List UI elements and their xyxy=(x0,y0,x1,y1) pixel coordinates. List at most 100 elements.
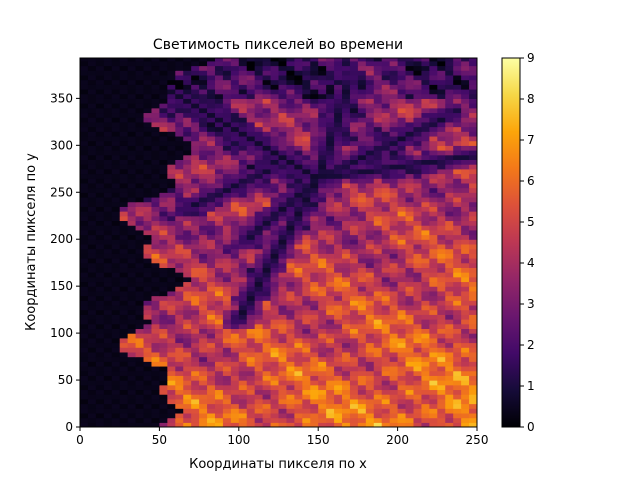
heatmap-cell xyxy=(413,351,423,358)
heatmap-cell xyxy=(429,211,438,217)
heatmap-cell xyxy=(80,168,89,175)
heatmap-cell xyxy=(453,103,462,109)
heatmap-cell xyxy=(143,103,153,109)
heatmap-cell xyxy=(421,403,430,409)
heatmap-cell xyxy=(342,126,351,132)
heatmap-cell xyxy=(167,403,176,409)
heatmap-cell xyxy=(183,60,192,67)
heatmap-cell xyxy=(80,196,89,203)
heatmap-cell xyxy=(95,135,105,142)
heatmap-cell xyxy=(373,380,383,386)
heatmap-cell xyxy=(80,347,89,353)
heatmap-cell xyxy=(246,74,256,81)
heatmap-cell xyxy=(389,253,399,259)
heatmap-cell xyxy=(246,361,256,367)
heatmap-cell xyxy=(397,131,407,137)
heatmap-cell xyxy=(421,93,430,99)
heatmap-cell xyxy=(437,70,446,76)
heatmap-cell xyxy=(103,304,113,311)
heatmap-cell xyxy=(469,150,477,156)
heatmap-cell xyxy=(238,150,248,156)
heatmap-cell xyxy=(199,267,208,273)
heatmap-cell xyxy=(397,103,407,109)
heatmap-cell xyxy=(310,248,319,254)
heatmap-cell xyxy=(159,192,168,198)
heatmap-cell xyxy=(151,356,160,362)
heatmap-cell xyxy=(175,220,184,226)
heatmap-cell xyxy=(159,150,168,156)
heatmap-cell xyxy=(191,187,200,193)
heatmap-cell xyxy=(95,93,105,99)
heatmap-cell xyxy=(87,309,97,315)
heatmap-cell xyxy=(286,281,295,287)
heatmap-cell xyxy=(254,220,264,226)
heatmap-cell xyxy=(183,253,192,259)
heatmap-cell xyxy=(453,154,462,160)
heatmap-cell xyxy=(461,196,470,203)
heatmap-cell xyxy=(397,84,407,90)
heatmap-cell xyxy=(310,239,319,245)
heatmap-cell xyxy=(95,300,105,306)
heatmap-cell xyxy=(318,323,327,330)
heatmap-cell xyxy=(381,295,391,301)
heatmap-cell xyxy=(381,276,391,283)
heatmap-cell xyxy=(453,253,462,259)
heatmap-cell xyxy=(294,126,303,132)
heatmap-cell xyxy=(262,154,272,160)
heatmap-cell xyxy=(199,342,208,348)
heatmap-cell xyxy=(103,394,113,400)
heatmap-cell xyxy=(421,365,430,372)
heatmap-cell xyxy=(159,398,168,405)
heatmap-cell xyxy=(151,267,160,273)
heatmap-cell xyxy=(222,196,232,203)
heatmap-cell xyxy=(246,272,256,278)
heatmap-cell xyxy=(230,182,240,189)
heatmap-cell xyxy=(127,168,137,175)
heatmap-cell xyxy=(222,347,232,353)
heatmap-cell xyxy=(207,384,216,391)
heatmap-cell xyxy=(262,107,272,114)
heatmap-cell xyxy=(373,164,383,170)
heatmap-cell xyxy=(405,229,415,236)
heatmap-cell xyxy=(167,408,176,414)
heatmap-cell xyxy=(262,150,272,156)
heatmap-cell xyxy=(175,272,184,278)
heatmap-cell xyxy=(191,398,200,405)
heatmap-cell xyxy=(222,380,232,386)
heatmap-cell xyxy=(183,333,192,339)
heatmap-cell xyxy=(318,422,327,427)
heatmap-cell xyxy=(95,243,105,250)
heatmap-cell xyxy=(175,168,184,175)
heatmap-cell xyxy=(111,309,121,315)
heatmap-cell xyxy=(87,272,97,278)
heatmap-cell xyxy=(469,79,477,85)
heatmap-cell xyxy=(318,257,327,264)
heatmap-cell xyxy=(405,319,415,325)
heatmap-cell xyxy=(183,422,192,427)
heatmap-cell xyxy=(183,196,192,203)
heatmap-cell xyxy=(199,262,208,268)
heatmap-cell xyxy=(429,154,438,160)
heatmap-cell xyxy=(310,60,319,67)
heatmap-cell xyxy=(381,286,391,292)
heatmap-cell xyxy=(199,126,208,132)
heatmap-cell xyxy=(80,300,89,306)
heatmap-cell xyxy=(405,300,415,306)
heatmap-cell xyxy=(302,220,311,226)
heatmap-cell xyxy=(214,84,224,90)
heatmap-cell xyxy=(286,112,295,118)
heatmap-cell xyxy=(278,408,288,414)
heatmap-cell xyxy=(421,168,430,175)
heatmap-cell xyxy=(445,398,454,405)
heatmap-cell xyxy=(230,84,240,90)
heatmap-cell xyxy=(294,304,303,311)
heatmap-cell xyxy=(143,398,153,405)
heatmap-cell xyxy=(175,286,184,292)
heatmap-cell xyxy=(103,248,113,254)
heatmap-cell xyxy=(254,290,264,297)
heatmap-cell xyxy=(405,187,415,193)
heatmap-cell xyxy=(199,408,208,414)
heatmap-cell xyxy=(437,135,446,142)
heatmap-cell xyxy=(278,347,288,353)
heatmap-cell xyxy=(326,103,335,109)
